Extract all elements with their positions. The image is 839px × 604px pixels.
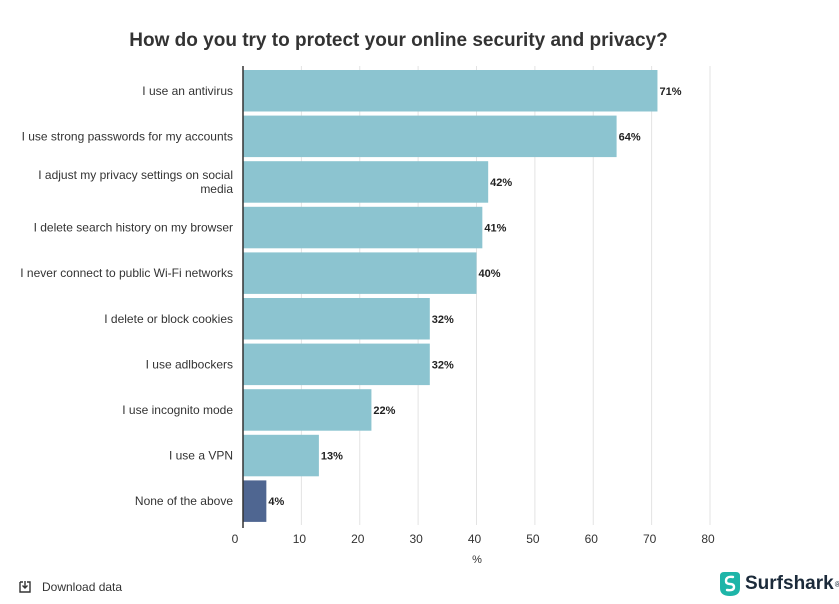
bar-value-label: 41% (484, 223, 506, 235)
bar-chart: 71% I use an antivirus 64% I use strong pas… (20, 66, 715, 566)
category-label-line: I delete or block cookies (104, 312, 233, 326)
category-label: None of the above (135, 494, 233, 508)
x-tick-label: 60 (585, 532, 599, 546)
category-label: I use an antivirus (142, 84, 233, 98)
category-label: I use adlbockers (146, 357, 233, 371)
category-label-line: I use an antivirus (142, 84, 233, 98)
bar (243, 298, 430, 340)
brand-registered-mark: ® (834, 579, 839, 589)
category-label-line: I never connect to public Wi-Fi networks (20, 266, 233, 280)
category-label-line: I use a VPN (169, 449, 233, 463)
bar (243, 161, 489, 203)
category-label-line: I use strong passwords for my accounts (22, 129, 233, 143)
category-label-line: I delete search history on my browser (34, 221, 233, 235)
category-label: I delete or block cookies (104, 312, 233, 326)
x-axis-label: % (472, 554, 482, 566)
bar (243, 343, 430, 386)
bar-value-label: 32% (432, 314, 454, 326)
bar (243, 70, 658, 112)
chart-title: How do you try to protect your online se… (129, 30, 668, 51)
category-label-line: I adjust my privacy settings on social (38, 168, 233, 182)
download-data-link[interactable]: Download data (18, 580, 122, 594)
x-tick-label: 20 (351, 532, 365, 546)
bar-value-label: 32% (432, 359, 454, 371)
x-tick-label: 40 (468, 532, 482, 546)
bar (243, 389, 372, 431)
surfshark-logo-icon (720, 572, 740, 596)
bar-value-label: 22% (373, 405, 395, 417)
category-label-line: I use adlbockers (146, 357, 233, 371)
category-label-line: I use incognito mode (122, 403, 233, 417)
category-label: I delete search history on my browser (34, 221, 233, 235)
category-label-line: media (200, 182, 233, 196)
bar-value-label: 40% (479, 268, 501, 280)
category-label: I use incognito mode (122, 403, 233, 417)
category-label: I adjust my privacy settings on social me… (38, 168, 233, 196)
bar-value-label: 42% (490, 177, 512, 189)
bar (243, 480, 267, 522)
bar (243, 115, 617, 158)
category-label: I use strong passwords for my accounts (22, 129, 233, 143)
download-icon (19, 581, 31, 593)
bar (243, 206, 483, 249)
category-label: I use a VPN (169, 449, 233, 463)
x-tick-label: 30 (409, 532, 423, 546)
bar-value-label: 4% (268, 496, 284, 508)
bar-value-label: 13% (321, 451, 343, 463)
bar-value-label: 71% (659, 86, 681, 98)
category-label-line: None of the above (135, 494, 233, 508)
brand-name: Surfshark (745, 573, 834, 594)
x-tick-label: 70 (643, 532, 657, 546)
x-tick-label: 0 (232, 532, 239, 546)
download-data-label: Download data (42, 580, 123, 594)
category-label: I never connect to public Wi-Fi networks (20, 266, 233, 280)
x-tick-label: 80 (701, 532, 715, 546)
x-tick-label: 10 (293, 532, 307, 546)
brand-logo: Surfshark ® (720, 572, 839, 596)
x-tick-label: 50 (526, 532, 540, 546)
bar (243, 434, 319, 477)
bar (243, 252, 477, 294)
bar-value-label: 64% (619, 131, 641, 143)
